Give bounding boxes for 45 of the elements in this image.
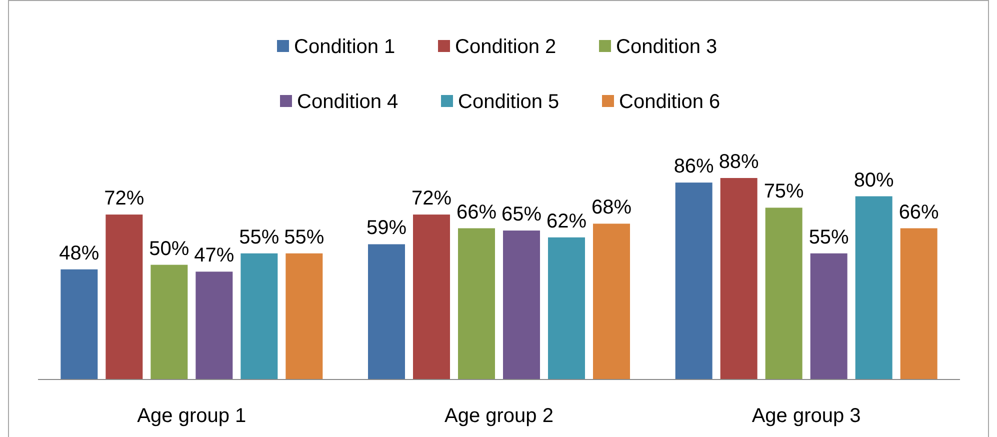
bar xyxy=(720,178,758,379)
data-label: 72% xyxy=(411,188,452,210)
data-label: 48% xyxy=(59,242,100,264)
bar xyxy=(150,264,188,379)
bar xyxy=(503,230,540,379)
bar xyxy=(855,196,892,379)
data-label: 59% xyxy=(366,217,407,240)
data-label: 75% xyxy=(764,180,804,203)
data-label: 55% xyxy=(808,226,850,248)
legend-label: Condition 2 xyxy=(455,36,556,58)
data-label: 55% xyxy=(284,226,324,248)
bar xyxy=(106,214,143,379)
legend-label: Condition 1 xyxy=(294,36,396,58)
legend-label: Condition 5 xyxy=(458,91,560,113)
data-label: 47% xyxy=(194,244,234,267)
data-label: 68% xyxy=(591,196,632,219)
data-label: 65% xyxy=(501,204,542,226)
bar xyxy=(413,214,450,379)
data-label: 50% xyxy=(149,238,190,260)
data-label: 66% xyxy=(456,201,497,224)
bar xyxy=(548,237,585,379)
bar xyxy=(765,208,802,379)
x-tick-label: Age group 1 xyxy=(137,405,246,427)
data-label: 88% xyxy=(718,151,760,173)
legend-label: Condition 3 xyxy=(616,36,718,58)
data-label: 55% xyxy=(239,226,280,248)
bar xyxy=(675,182,712,379)
data-label: 86% xyxy=(674,156,714,178)
x-tick-label: Age group 2 xyxy=(444,405,554,427)
x-tick-label: Age group 3 xyxy=(752,405,861,427)
data-label: 80% xyxy=(854,169,894,192)
bar xyxy=(240,253,278,379)
bar xyxy=(593,224,630,379)
legend-label: Condition 6 xyxy=(619,91,720,113)
bar xyxy=(368,244,405,379)
data-label: 62% xyxy=(546,210,587,232)
data-label: 72% xyxy=(104,188,144,210)
data-label: 66% xyxy=(898,201,940,224)
bar xyxy=(810,253,848,379)
bar xyxy=(900,228,938,379)
bar xyxy=(60,269,98,379)
bar xyxy=(196,272,233,379)
legend-label: Condition 4 xyxy=(297,91,398,113)
bar xyxy=(286,253,323,379)
bar xyxy=(458,228,495,379)
